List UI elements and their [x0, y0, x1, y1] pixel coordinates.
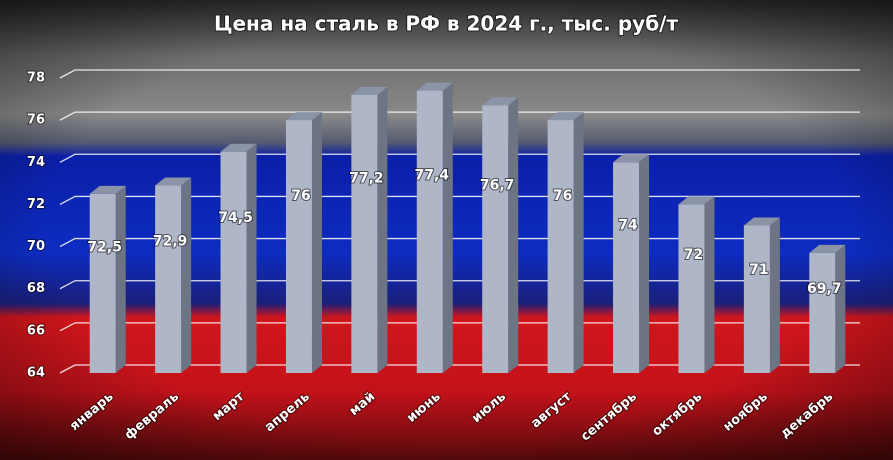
- value-label: 76,7: [480, 178, 515, 194]
- bar: [482, 105, 509, 374]
- grid-line: [59, 153, 860, 163]
- bar-side: [442, 82, 453, 374]
- value-label: 72,5: [87, 240, 122, 256]
- grid-line: [59, 322, 860, 332]
- value-label: 69,7: [807, 281, 842, 297]
- grid-line: [59, 69, 860, 79]
- bar: [416, 90, 443, 374]
- bar-side: [639, 154, 650, 373]
- grid-line: [59, 237, 860, 248]
- bar-top: [416, 82, 453, 91]
- bar-side: [704, 196, 715, 373]
- bar-top: [285, 112, 322, 121]
- value-label: 74,5: [218, 210, 253, 226]
- value-label: 77,4: [415, 167, 450, 183]
- value-label: 76: [553, 188, 572, 204]
- y-tick-label: 72: [27, 197, 45, 212]
- bar-top: [743, 217, 780, 226]
- bar: [155, 185, 182, 373]
- bar-top: [155, 177, 192, 186]
- bar-top: [351, 86, 388, 95]
- y-tick-label: 76: [27, 113, 45, 128]
- grid-line: [59, 280, 860, 290]
- bar-top: [678, 196, 715, 205]
- y-tick-label: 66: [27, 323, 45, 338]
- bar: [220, 151, 247, 373]
- bar-side: [181, 177, 192, 373]
- bar-top: [547, 112, 584, 121]
- bar-side: [769, 217, 780, 373]
- chart-title: Цена на сталь в РФ в 2024 г., тыс. руб/т: [214, 12, 679, 36]
- y-tick-label: 68: [27, 281, 45, 296]
- bar-side: [835, 244, 846, 373]
- bar-top: [482, 97, 519, 106]
- y-tick-label: 64: [27, 366, 45, 381]
- bar-side: [377, 86, 388, 373]
- bar: [89, 193, 116, 373]
- value-label: 77,2: [349, 170, 384, 186]
- bar-top: [89, 185, 126, 194]
- bar: [547, 120, 574, 374]
- value-label: 71: [749, 262, 768, 278]
- bar-side: [246, 143, 257, 373]
- bar: [351, 94, 378, 373]
- value-label: 72,9: [153, 234, 188, 250]
- bar-top: [220, 143, 257, 152]
- bar-side: [115, 185, 126, 373]
- bar: [809, 252, 836, 373]
- bar: [285, 120, 312, 374]
- grid-line: [59, 111, 860, 121]
- bar-top: [613, 154, 650, 163]
- y-tick-label: 70: [27, 239, 45, 254]
- value-label: 76: [291, 188, 310, 204]
- bar: [743, 225, 770, 373]
- bar-side: [508, 97, 519, 374]
- y-tick-label: 74: [27, 155, 45, 170]
- value-label: 72: [684, 247, 703, 263]
- grid-line: [59, 195, 860, 206]
- value-label: 74: [618, 218, 638, 234]
- y-tick-label: 78: [27, 71, 45, 86]
- bar: [678, 204, 705, 373]
- bar-side: [573, 112, 584, 374]
- bar: [613, 162, 640, 373]
- bar-side: [311, 112, 322, 374]
- bar-top: [809, 244, 846, 253]
- grid-line: [59, 364, 860, 374]
